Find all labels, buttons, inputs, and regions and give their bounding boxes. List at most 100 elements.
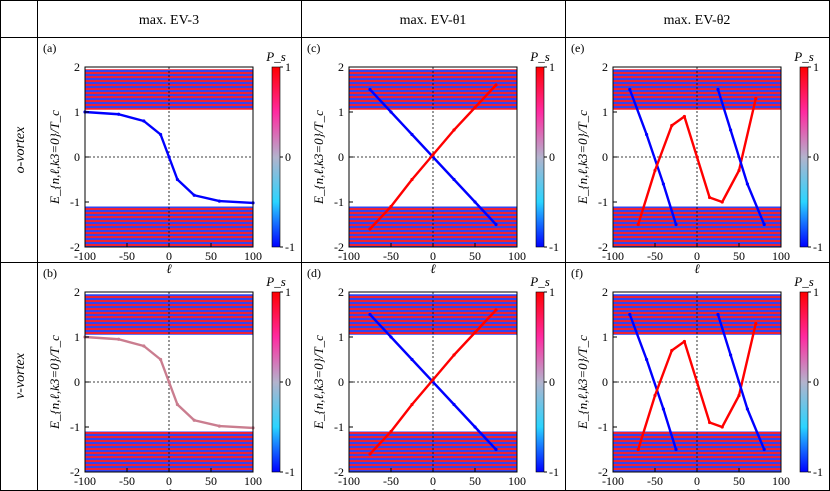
colorbar bbox=[535, 291, 545, 473]
data-point bbox=[217, 424, 221, 428]
x-tick-label: 100 bbox=[772, 249, 790, 263]
colorbar-tick-label: 0 bbox=[549, 375, 555, 389]
y-tick-label: -1 bbox=[70, 195, 80, 209]
data-point bbox=[745, 182, 750, 186]
data-point bbox=[695, 155, 699, 159]
data-point bbox=[389, 429, 393, 434]
x-tick-label: -100 bbox=[74, 474, 96, 488]
colorbar-tick-label: -1 bbox=[813, 465, 823, 479]
panel-label: (b) bbox=[43, 266, 57, 280]
y-tick-label: 0 bbox=[602, 375, 608, 389]
data-point bbox=[389, 204, 393, 209]
colorbar bbox=[271, 66, 281, 248]
colorbar-tick-label: -1 bbox=[549, 465, 559, 479]
colorbar-label: P_s bbox=[529, 49, 550, 64]
data-point bbox=[636, 447, 640, 452]
data-point bbox=[729, 128, 733, 132]
data-point bbox=[729, 353, 733, 357]
x-tick-label: -50 bbox=[119, 249, 135, 263]
series-mode-A bbox=[628, 88, 678, 226]
x-tick-label: -50 bbox=[647, 474, 663, 488]
x-tick-label: -50 bbox=[119, 474, 135, 488]
colorbar-label: P_s bbox=[265, 49, 286, 64]
colorbar bbox=[535, 66, 545, 248]
data-point bbox=[762, 447, 766, 452]
data-point bbox=[754, 96, 758, 101]
x-tick-label: -100 bbox=[338, 249, 360, 263]
data-point bbox=[670, 123, 674, 128]
data-point bbox=[661, 407, 666, 411]
y-tick-label: 2 bbox=[338, 60, 344, 74]
y-tick-label: 1 bbox=[602, 330, 608, 344]
y-tick-label: -2 bbox=[334, 465, 344, 479]
x-tick-label: 100 bbox=[508, 474, 526, 488]
colorbar bbox=[799, 291, 809, 473]
x-axis-label: ℓ bbox=[166, 261, 172, 276]
data-point bbox=[410, 132, 414, 137]
y-tick-label: -1 bbox=[334, 420, 344, 434]
column-header-evtheta1: max. EV-θ1 bbox=[400, 13, 467, 28]
y-tick-label: -2 bbox=[598, 240, 608, 254]
colorbar bbox=[271, 291, 281, 473]
y-tick-label: 0 bbox=[338, 375, 344, 389]
y-tick-label: -2 bbox=[334, 240, 344, 254]
y-axis-label: E_{n,ℓ,k3=0}/T_c bbox=[47, 335, 62, 430]
data-point bbox=[670, 348, 674, 353]
data-point bbox=[674, 447, 678, 452]
data-point bbox=[720, 425, 724, 429]
x-tick-label: 50 bbox=[469, 474, 481, 488]
data-point bbox=[410, 177, 414, 182]
data-point bbox=[695, 380, 699, 384]
data-point bbox=[628, 87, 632, 92]
colorbar bbox=[799, 66, 809, 248]
y-tick-label: -2 bbox=[70, 240, 80, 254]
colorbar-label: P_s bbox=[793, 49, 814, 64]
x-tick-label: 50 bbox=[733, 474, 745, 488]
data-point bbox=[192, 193, 196, 197]
series-mode-C bbox=[716, 313, 766, 451]
data-point bbox=[708, 195, 712, 200]
colorbar-tick-label: 1 bbox=[549, 60, 555, 74]
data-point bbox=[431, 378, 435, 382]
y-axis-label: E_{n,ℓ,k3=0}/T_c bbox=[311, 335, 326, 430]
y-tick-label: 2 bbox=[602, 60, 608, 74]
y-axis-label: E_{n,ℓ,k3=0}/T_c bbox=[47, 110, 62, 205]
y-tick-label: 1 bbox=[338, 330, 344, 344]
data-point bbox=[473, 200, 477, 204]
x-tick-label: -100 bbox=[74, 249, 96, 263]
y-tick-label: -2 bbox=[70, 465, 80, 479]
x-axis-label: ℓ bbox=[694, 261, 700, 276]
colorbar-tick-label: 0 bbox=[549, 150, 555, 164]
data-point bbox=[636, 222, 640, 227]
data-point bbox=[674, 222, 678, 227]
x-tick-label: -50 bbox=[383, 474, 399, 488]
x-axis-label: ℓ bbox=[430, 486, 436, 491]
x-tick-label: 0 bbox=[166, 474, 172, 488]
x-tick-label: 100 bbox=[508, 249, 526, 263]
data-point bbox=[473, 425, 477, 429]
data-point bbox=[217, 199, 221, 203]
colorbar-tick-label: -1 bbox=[285, 240, 295, 254]
column-header-ev3: max. EV-3 bbox=[139, 13, 199, 28]
panel-label: (d) bbox=[307, 266, 321, 280]
data-point bbox=[142, 119, 146, 123]
data-point bbox=[175, 177, 179, 182]
data-point bbox=[682, 339, 687, 344]
row-header-o-vortex: o-vortex bbox=[13, 126, 28, 173]
colorbar-tick-label: 1 bbox=[285, 60, 291, 74]
y-axis-label: E_{n,ℓ,k3=0}/T_c bbox=[311, 110, 326, 205]
x-tick-label: -100 bbox=[338, 474, 360, 488]
data-point bbox=[368, 227, 372, 231]
y-tick-label: 2 bbox=[74, 285, 80, 299]
y-tick-label: -1 bbox=[334, 195, 344, 209]
x-tick-label: 50 bbox=[469, 249, 481, 263]
x-tick-label: 100 bbox=[772, 474, 790, 488]
colorbar-tick-label: 1 bbox=[549, 285, 555, 299]
data-point bbox=[645, 357, 649, 362]
y-tick-label: 0 bbox=[602, 150, 608, 164]
data-point bbox=[389, 335, 393, 339]
data-point bbox=[716, 87, 720, 92]
y-tick-label: -1 bbox=[70, 420, 80, 434]
panel-label: (e) bbox=[571, 41, 584, 55]
